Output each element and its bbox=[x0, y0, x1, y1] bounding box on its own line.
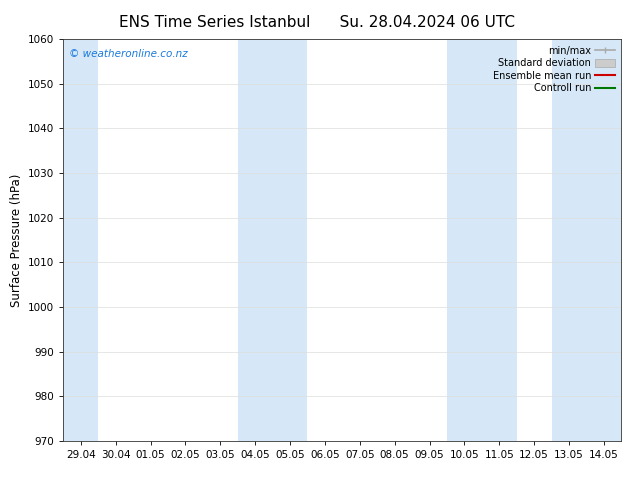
Text: © weatheronline.co.nz: © weatheronline.co.nz bbox=[69, 49, 188, 59]
Bar bbox=[238, 39, 307, 441]
Y-axis label: Surface Pressure (hPa): Surface Pressure (hPa) bbox=[10, 173, 23, 307]
Text: ENS Time Series Istanbul      Su. 28.04.2024 06 UTC: ENS Time Series Istanbul Su. 28.04.2024 … bbox=[119, 15, 515, 30]
Legend: min/max, Standard deviation, Ensemble mean run, Controll run: min/max, Standard deviation, Ensemble me… bbox=[491, 44, 616, 95]
Bar bbox=[63, 39, 98, 441]
Bar bbox=[447, 39, 517, 441]
Bar bbox=[552, 39, 621, 441]
